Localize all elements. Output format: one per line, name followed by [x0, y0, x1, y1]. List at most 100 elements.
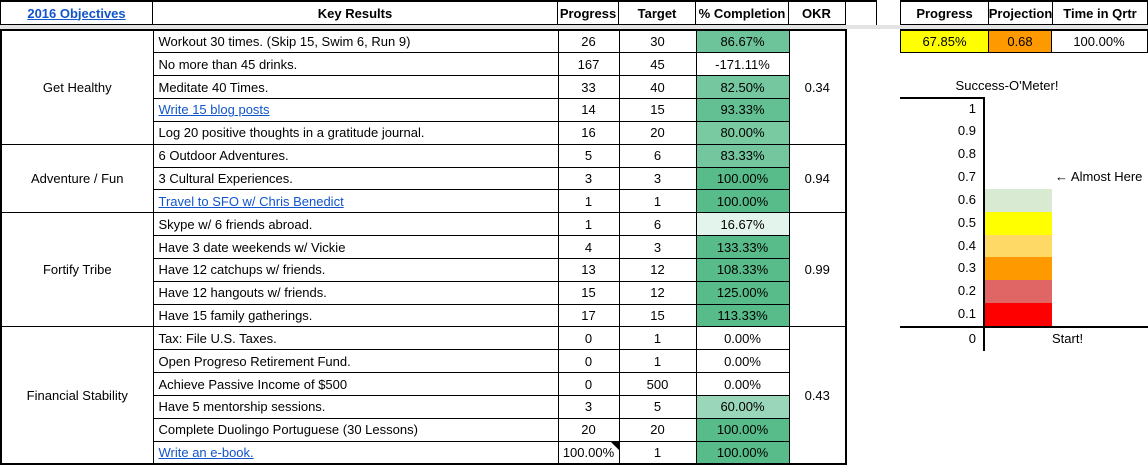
key-result-cell[interactable]: Have 5 mentorship sessions. [152, 395, 559, 419]
progress-cell[interactable]: 14 [557, 98, 620, 122]
completion-cell[interactable]: 80.00% [695, 120, 790, 145]
completion-cell[interactable]: 0.00% [695, 349, 790, 374]
progress-cell[interactable]: 26 [557, 29, 620, 54]
completion-cell[interactable]: 113.33% [695, 303, 790, 328]
key-result-cell[interactable]: Meditate 40 Times. [152, 75, 559, 100]
completion-cell[interactable]: -171.11% [695, 52, 790, 77]
target-cell[interactable]: 12 [618, 280, 697, 305]
summary-progress-cell[interactable]: 67.85% [901, 31, 989, 52]
objective-cell[interactable]: Fortify Tribe [0, 212, 154, 328]
target-cell[interactable]: 15 [618, 98, 697, 122]
target-cell[interactable]: 12 [618, 257, 697, 282]
okr-score-cell[interactable]: 0.43 [788, 326, 847, 465]
key-result-cell[interactable]: Open Progreso Retirement Fund. [152, 349, 559, 374]
target-cell[interactable]: 1 [618, 326, 697, 351]
progress-cell[interactable]: 0 [557, 349, 620, 374]
progress-cell[interactable]: 1 [557, 189, 620, 214]
key-result-cell[interactable]: Achieve Passive Income of $500 [152, 372, 559, 396]
key-result-cell[interactable]: Tax: File U.S. Taxes. [152, 326, 559, 351]
key-result-link[interactable]: Write an e-book. [158, 444, 254, 460]
header-key-results[interactable]: Key Results [153, 2, 558, 24]
key-result-cell[interactable]: Have 12 hangouts w/ friends. [152, 280, 559, 305]
target-cell[interactable]: 20 [618, 120, 697, 145]
header-target[interactable]: Target [619, 2, 696, 24]
key-result-cell[interactable]: Write 15 blog posts [152, 98, 559, 122]
progress-cell[interactable]: 16 [557, 120, 620, 145]
progress-cell[interactable]: 100.00% [557, 440, 620, 465]
target-cell[interactable]: 1 [618, 349, 697, 374]
progress-cell[interactable]: 15 [557, 280, 620, 305]
progress-cell[interactable]: 33 [557, 75, 620, 100]
target-cell[interactable]: 5 [618, 395, 697, 419]
key-result-cell[interactable]: Log 20 positive thoughts in a gratitude … [152, 120, 559, 145]
completion-cell[interactable]: 108.33% [695, 257, 790, 282]
key-result-cell[interactable]: Have 3 date weekends w/ Vickie [152, 235, 559, 259]
completion-cell[interactable]: 83.33% [695, 143, 790, 168]
completion-cell[interactable]: 86.67% [695, 29, 790, 54]
target-cell[interactable]: 3 [618, 235, 697, 259]
objective-cell[interactable]: Adventure / Fun [0, 143, 154, 214]
summary-header-progress[interactable]: Progress [901, 2, 989, 24]
key-result-cell[interactable]: No more than 45 drinks. [152, 52, 559, 77]
target-cell[interactable]: 500 [618, 372, 697, 396]
target-cell[interactable]: 6 [618, 212, 697, 237]
okr-score-cell[interactable]: 0.34 [788, 29, 847, 145]
header-okr[interactable]: OKR [802, 5, 831, 21]
progress-cell[interactable]: 5 [557, 143, 620, 168]
key-result-cell[interactable]: Workout 30 times. (Skip 15, Swim 6, Run … [152, 29, 559, 54]
target-cell[interactable]: 3 [618, 166, 697, 191]
objective-cell[interactable]: Get Healthy [0, 29, 154, 145]
target-cell[interactable]: 15 [618, 303, 697, 328]
completion-cell[interactable]: 100.00% [695, 440, 790, 465]
completion-cell[interactable]: 100.00% [695, 417, 790, 442]
key-result-cell[interactable]: 6 Outdoor Adventures. [152, 143, 559, 168]
progress-cell[interactable]: 3 [557, 395, 620, 419]
progress-cell[interactable]: 4 [557, 235, 620, 259]
target-cell[interactable]: 20 [618, 417, 697, 442]
completion-cell[interactable]: 16.67% [695, 212, 790, 237]
key-result-cell[interactable]: Skype w/ 6 friends abroad. [152, 212, 559, 237]
completion-cell[interactable]: 100.00% [695, 166, 790, 191]
progress-cell[interactable]: 0 [557, 372, 620, 396]
header-objectives[interactable]: 2016 Objectives [1, 2, 153, 24]
summary-header-time-in-qrtr[interactable]: Time in Qrtr [1063, 5, 1137, 21]
progress-cell[interactable]: 167 [557, 52, 620, 77]
target-cell[interactable]: 45 [618, 52, 697, 77]
header-progress[interactable]: Progress [558, 2, 619, 24]
objective-cell[interactable]: Financial Stability [0, 326, 154, 465]
summary-time-cell[interactable]: 100.00% [1052, 31, 1146, 52]
progress-cell[interactable]: 3 [557, 166, 620, 191]
key-result-link[interactable]: Write 15 blog posts [158, 102, 270, 118]
progress-cell[interactable]: 0 [557, 326, 620, 351]
completion-cell[interactable]: 100.00% [695, 189, 790, 214]
completion-cell[interactable]: 133.33% [695, 235, 790, 259]
summary-projection-cell[interactable]: 0.68 [989, 31, 1052, 52]
completion-cell[interactable]: 82.50% [695, 75, 790, 100]
target-cell[interactable]: 6 [618, 143, 697, 168]
key-result-cell[interactable]: Write an e-book. [152, 440, 559, 465]
target-cell[interactable]: 30 [618, 29, 697, 54]
completion-cell[interactable]: 60.00% [695, 395, 790, 419]
target-cell[interactable]: 1 [618, 440, 697, 465]
progress-cell[interactable]: 20 [557, 417, 620, 442]
header-completion[interactable]: % Completion [696, 2, 789, 24]
key-result-cell[interactable]: Travel to SFO w/ Chris Benedict [152, 189, 559, 214]
okr-score-cell[interactable]: 0.94 [788, 143, 847, 214]
progress-cell[interactable]: 13 [557, 257, 620, 282]
completion-cell[interactable]: 0.00% [695, 372, 790, 396]
progress-cell[interactable]: 17 [557, 303, 620, 328]
target-cell[interactable]: 40 [618, 75, 697, 100]
key-result-cell[interactable]: Complete Duolingo Portuguese (30 Lessons… [152, 417, 559, 442]
key-result-link[interactable]: Travel to SFO w/ Chris Benedict [158, 193, 344, 209]
completion-cell[interactable]: 93.33% [695, 98, 790, 122]
progress-cell[interactable]: 1 [557, 212, 620, 237]
key-result-cell[interactable]: Have 15 family gatherings. [152, 303, 559, 328]
completion-cell[interactable]: 125.00% [695, 280, 790, 305]
key-result-cell[interactable]: Have 12 catchups w/ friends. [152, 257, 559, 282]
completion-cell[interactable]: 0.00% [695, 326, 790, 351]
key-result-cell[interactable]: 3 Cultural Experiences. [152, 166, 559, 191]
summary-header-projection[interactable]: Projection [989, 2, 1053, 24]
target-cell[interactable]: 1 [618, 189, 697, 214]
okr-score-cell[interactable]: 0.99 [788, 212, 847, 328]
objectives-header-link[interactable]: 2016 Objectives [27, 5, 126, 21]
